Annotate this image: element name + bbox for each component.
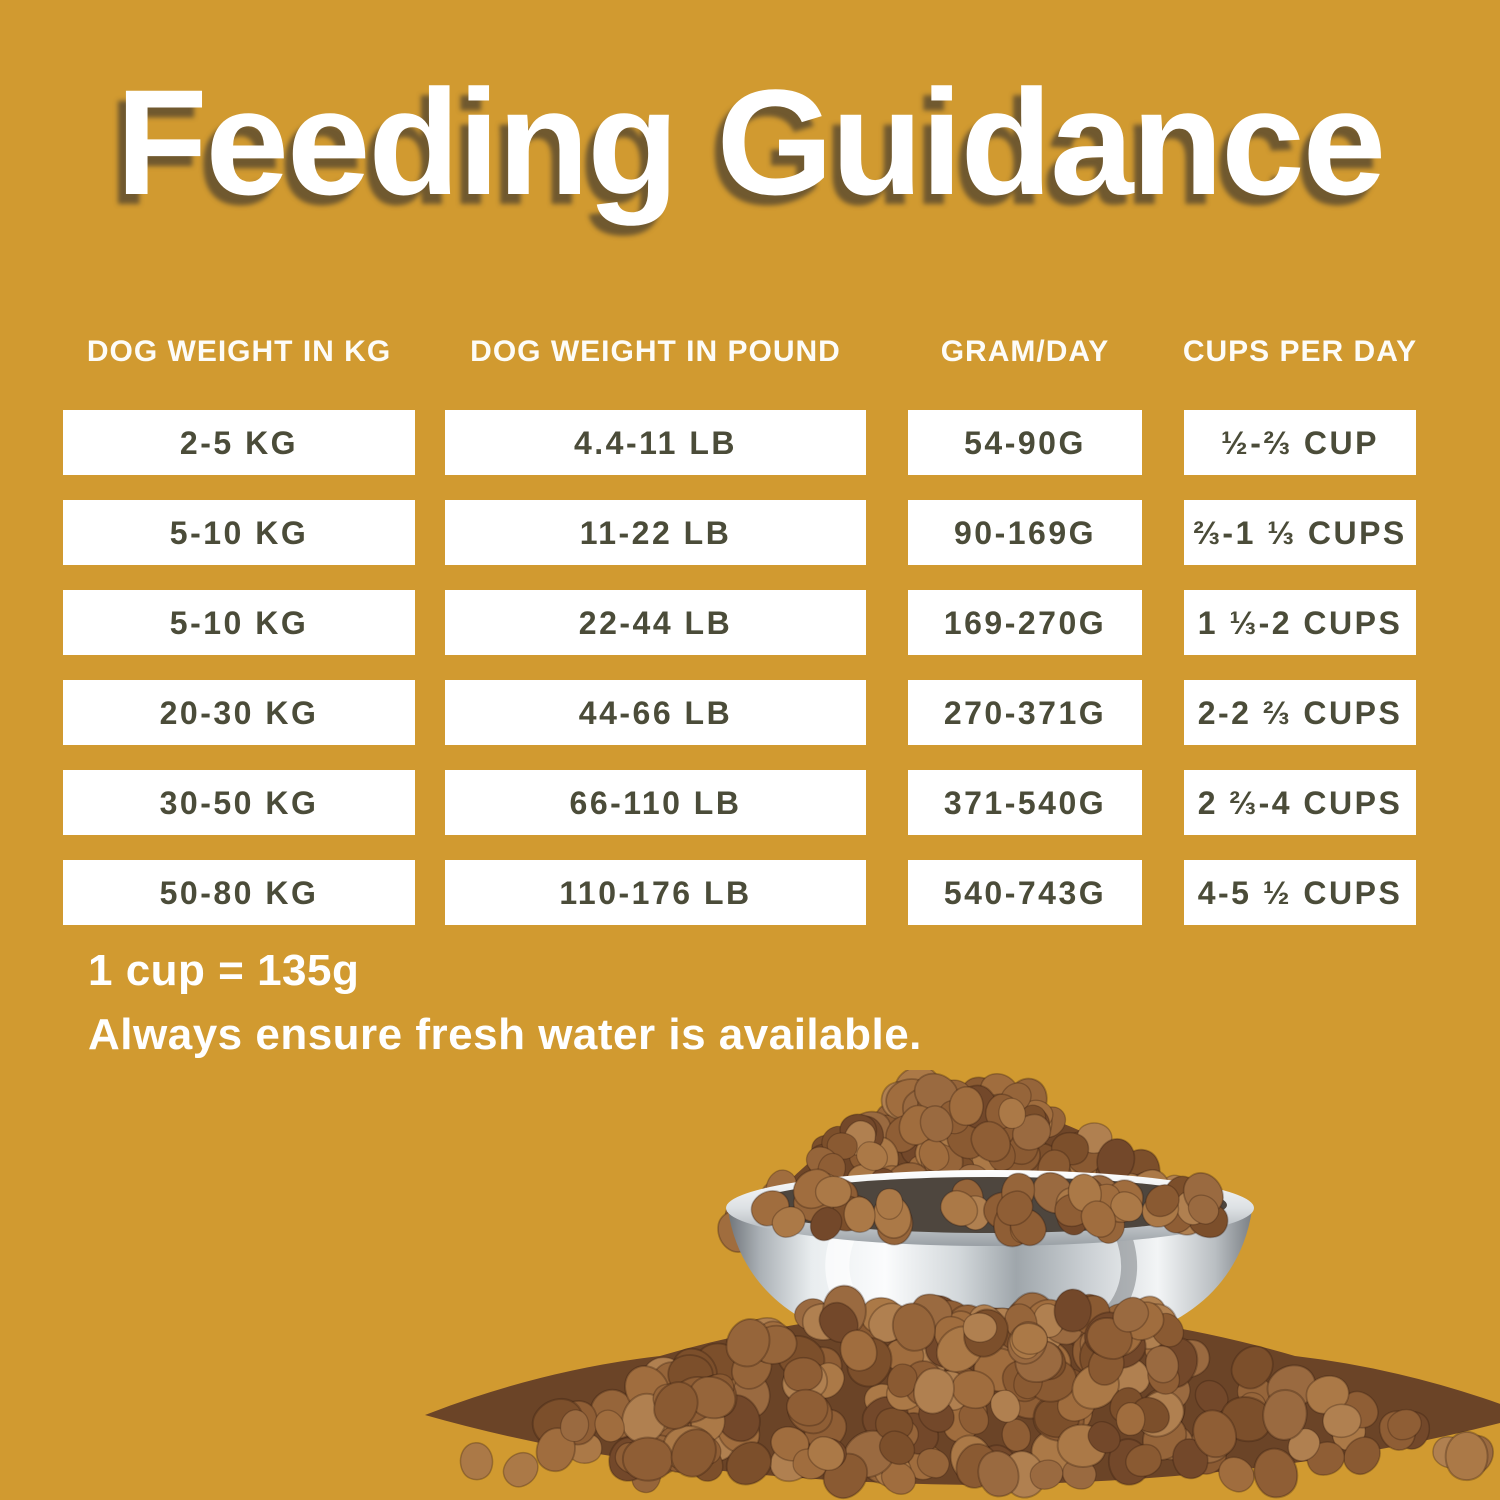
table-cell: 4-5 ½ CUPS bbox=[1184, 860, 1416, 925]
table-column-cups: CUPS PER DAY ½-⅔ CUP ⅔-1 ⅓ CUPS 1 ⅓-2 CU… bbox=[1183, 335, 1416, 935]
cup-conversion-note: 1 cup = 135g bbox=[88, 946, 360, 995]
table-cell: 90-169G bbox=[908, 500, 1142, 565]
column-header-gram: GRAM/DAY bbox=[940, 335, 1110, 368]
table-cell: ⅔-1 ⅓ CUPS bbox=[1184, 500, 1416, 565]
column-header-kg: DOG WEIGHT IN KG bbox=[86, 335, 392, 368]
table-cell: ½-⅔ CUP bbox=[1184, 410, 1416, 475]
table-cell: 50-80 KG bbox=[63, 860, 415, 925]
table-cell: 66-110 LB bbox=[445, 770, 866, 835]
table-cell: 270-371G bbox=[908, 680, 1142, 745]
table-cell: 5-10 KG bbox=[63, 590, 415, 655]
table-cell: 2-2 ⅔ CUPS bbox=[1184, 680, 1416, 745]
table-cell: 30-50 KG bbox=[63, 770, 415, 835]
table-cell: 5-10 KG bbox=[63, 500, 415, 565]
table-cell: 1 ⅓-2 CUPS bbox=[1184, 590, 1416, 655]
table-column-pound: DOG WEIGHT IN POUND 4.4-11 LB 11-22 LB 2… bbox=[445, 335, 866, 935]
table-cell: 540-743G bbox=[908, 860, 1142, 925]
kibble-overflow-rim bbox=[750, 1168, 1229, 1248]
table-cell: 371-540G bbox=[908, 770, 1142, 835]
table-cell: 2-5 KG bbox=[63, 410, 415, 475]
table-cell: 22-44 LB bbox=[445, 590, 866, 655]
column-header-cups: CUPS PER DAY bbox=[1182, 335, 1418, 368]
table-cell: 11-22 LB bbox=[445, 500, 866, 565]
table-column-gram: GRAM/DAY 54-90G 90-169G 169-270G 270-371… bbox=[908, 335, 1142, 935]
table-cell: 169-270G bbox=[908, 590, 1142, 655]
table-cell: 54-90G bbox=[908, 410, 1142, 475]
fresh-water-note: Always ensure fresh water is available. bbox=[88, 1010, 922, 1059]
table-cell: 44-66 LB bbox=[445, 680, 866, 745]
dog-food-bowl-photo bbox=[425, 1070, 1500, 1500]
page-title: Feeding Guidance bbox=[115, 58, 1386, 226]
table-cell: 2 ⅔-4 CUPS bbox=[1184, 770, 1416, 835]
column-header-pound: DOG WEIGHT IN POUND bbox=[470, 335, 841, 368]
table-cell: 20-30 KG bbox=[63, 680, 415, 745]
table-column-kg: DOG WEIGHT IN KG 2-5 KG 5-10 KG 5-10 KG … bbox=[63, 335, 415, 935]
kibble-pile-ground bbox=[459, 1284, 1494, 1500]
table-cell: 110-176 LB bbox=[445, 860, 866, 925]
table-cell: 4.4-11 LB bbox=[445, 410, 866, 475]
